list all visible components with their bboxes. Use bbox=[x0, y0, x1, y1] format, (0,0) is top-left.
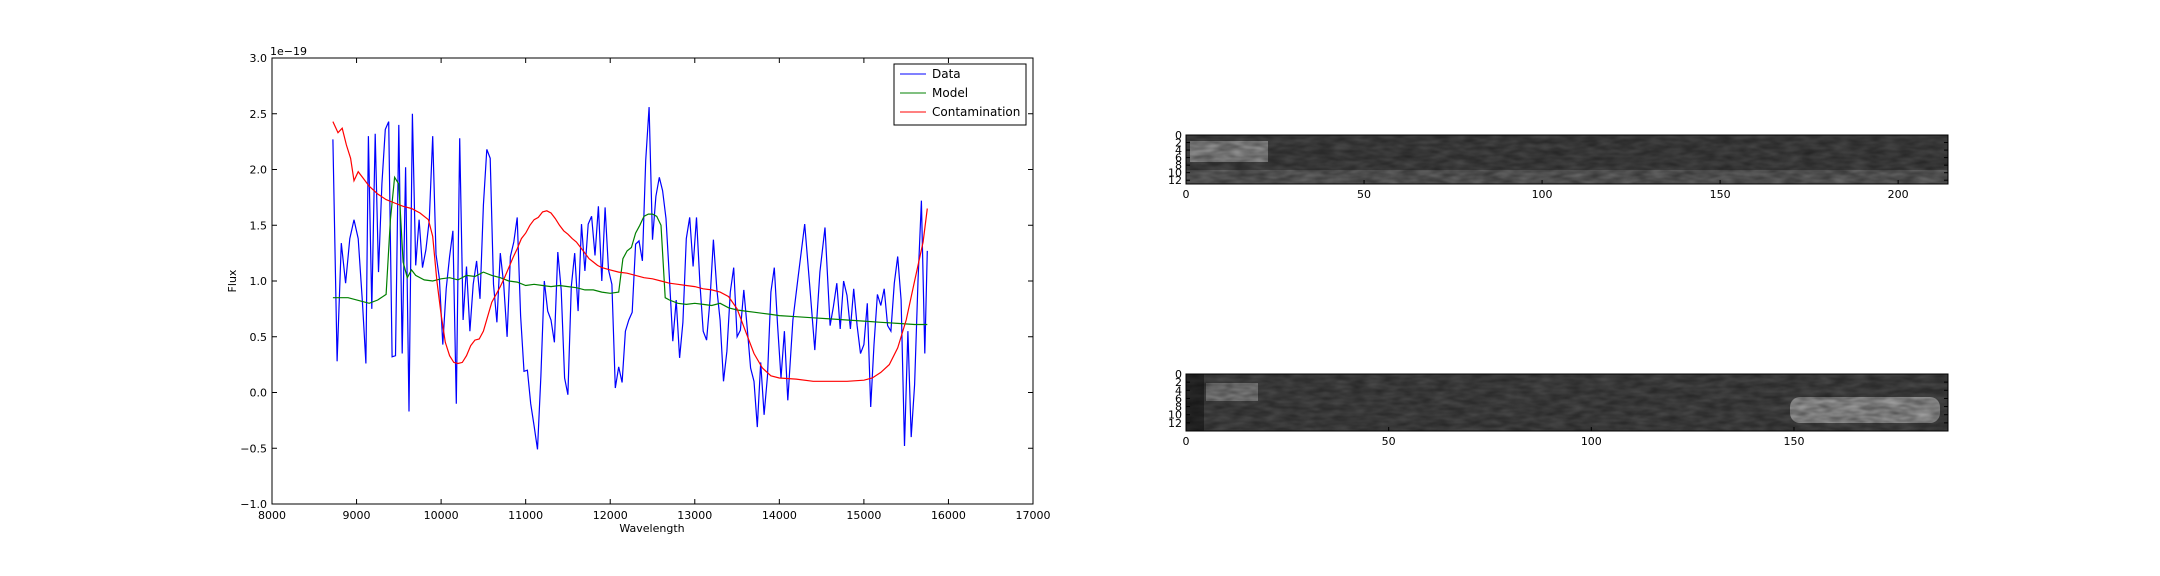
x-tick-label: 50 bbox=[1382, 435, 1396, 448]
x-tick-label: 0 bbox=[1183, 188, 1190, 201]
x-tick-label: 12000 bbox=[593, 509, 628, 522]
y-tick-label: 3.0 bbox=[250, 52, 268, 65]
x-tick-label: 200 bbox=[1888, 188, 1909, 201]
plot-lines bbox=[332, 107, 928, 450]
x-tick-label: 15000 bbox=[846, 509, 881, 522]
y-axis-ticks: −1.0 −0.5 0.0 0.5 1.0 1.5 2.0 2.5 3.0 bbox=[240, 52, 1033, 511]
y-tick-label: 2.0 bbox=[250, 164, 268, 177]
x-tick-label: 100 bbox=[1581, 435, 1602, 448]
y-tick-label: 10 bbox=[1168, 167, 1182, 180]
y-tick-label: 1.0 bbox=[250, 275, 268, 288]
image-2-frame bbox=[1185, 373, 1949, 432]
x-tick-label: 16000 bbox=[931, 509, 966, 522]
image-1-noise bbox=[1186, 135, 1948, 184]
x-axis-ticks: 8000 9000 10000 11000 12000 13000 14000 15000 16… bbox=[258, 58, 1051, 522]
x-tick-label: 150 bbox=[1710, 188, 1731, 201]
x-tick-label: 50 bbox=[1357, 188, 1371, 201]
x-tick-label: 17000 bbox=[1016, 509, 1051, 522]
series-line-model bbox=[332, 175, 928, 326]
x-axis-label: Wavelength bbox=[619, 522, 684, 535]
y-tick-label: −1.0 bbox=[240, 498, 267, 511]
spectrum-chart: 8000 9000 10000 11000 12000 13000 14000 15000 16… bbox=[226, 45, 1051, 535]
y-tick-label: 8 bbox=[1175, 401, 1182, 414]
legend: Data Model Contamination bbox=[893, 63, 1027, 126]
y-tick-label: 10 bbox=[1168, 409, 1182, 422]
y-tick-label: 6 bbox=[1175, 152, 1182, 165]
y-tick-label: 0 bbox=[1175, 368, 1182, 381]
x-tick-label: 0 bbox=[1183, 435, 1190, 448]
x-tick-label: 9000 bbox=[343, 509, 371, 522]
y-axis-label: Flux bbox=[226, 269, 239, 292]
x-tick-label: 100 bbox=[1532, 188, 1553, 201]
x-tick-label: 11000 bbox=[508, 509, 543, 522]
x-tick-label: 13000 bbox=[677, 509, 712, 522]
image-1-frame bbox=[1185, 134, 1949, 185]
x-tick-label: 150 bbox=[1783, 435, 1804, 448]
y-tick-label: 0 bbox=[1175, 129, 1182, 142]
series-line-contamination bbox=[332, 121, 928, 382]
legend-label-contamination: Contamination bbox=[932, 105, 1020, 119]
series-line-data bbox=[332, 107, 928, 450]
y-tick-label: 8 bbox=[1175, 159, 1182, 172]
image-2-noise bbox=[1186, 374, 1948, 431]
y-tick-label: 2.5 bbox=[250, 108, 268, 121]
y-tick-label: 4 bbox=[1175, 144, 1182, 157]
legend-label-data: Data bbox=[932, 67, 961, 81]
y-tick-label: 1.5 bbox=[250, 219, 268, 232]
image-2-x-ticks: 0 50 100 150 bbox=[1183, 427, 1804, 448]
y-tick-label: 12 bbox=[1168, 174, 1182, 187]
y-tick-label: 0.5 bbox=[250, 331, 268, 344]
x-tick-label: 10000 bbox=[424, 509, 459, 522]
y-tick-label: 0.0 bbox=[250, 387, 268, 400]
y-tick-label: 2 bbox=[1175, 376, 1182, 389]
y-tick-label: 4 bbox=[1175, 384, 1182, 397]
y-tick-label: 2 bbox=[1175, 137, 1182, 150]
y-tick-label: −0.5 bbox=[240, 442, 267, 455]
x-tick-label: 14000 bbox=[762, 509, 797, 522]
y-tick-label: 12 bbox=[1168, 417, 1182, 430]
legend-label-model: Model bbox=[932, 86, 968, 100]
image-1-x-ticks: 0 50 100 150 200 bbox=[1183, 180, 1909, 201]
y-tick-label: 6 bbox=[1175, 392, 1182, 405]
y-offset-label: 1e−19 bbox=[270, 45, 307, 58]
x-tick-label: 8000 bbox=[258, 509, 286, 522]
